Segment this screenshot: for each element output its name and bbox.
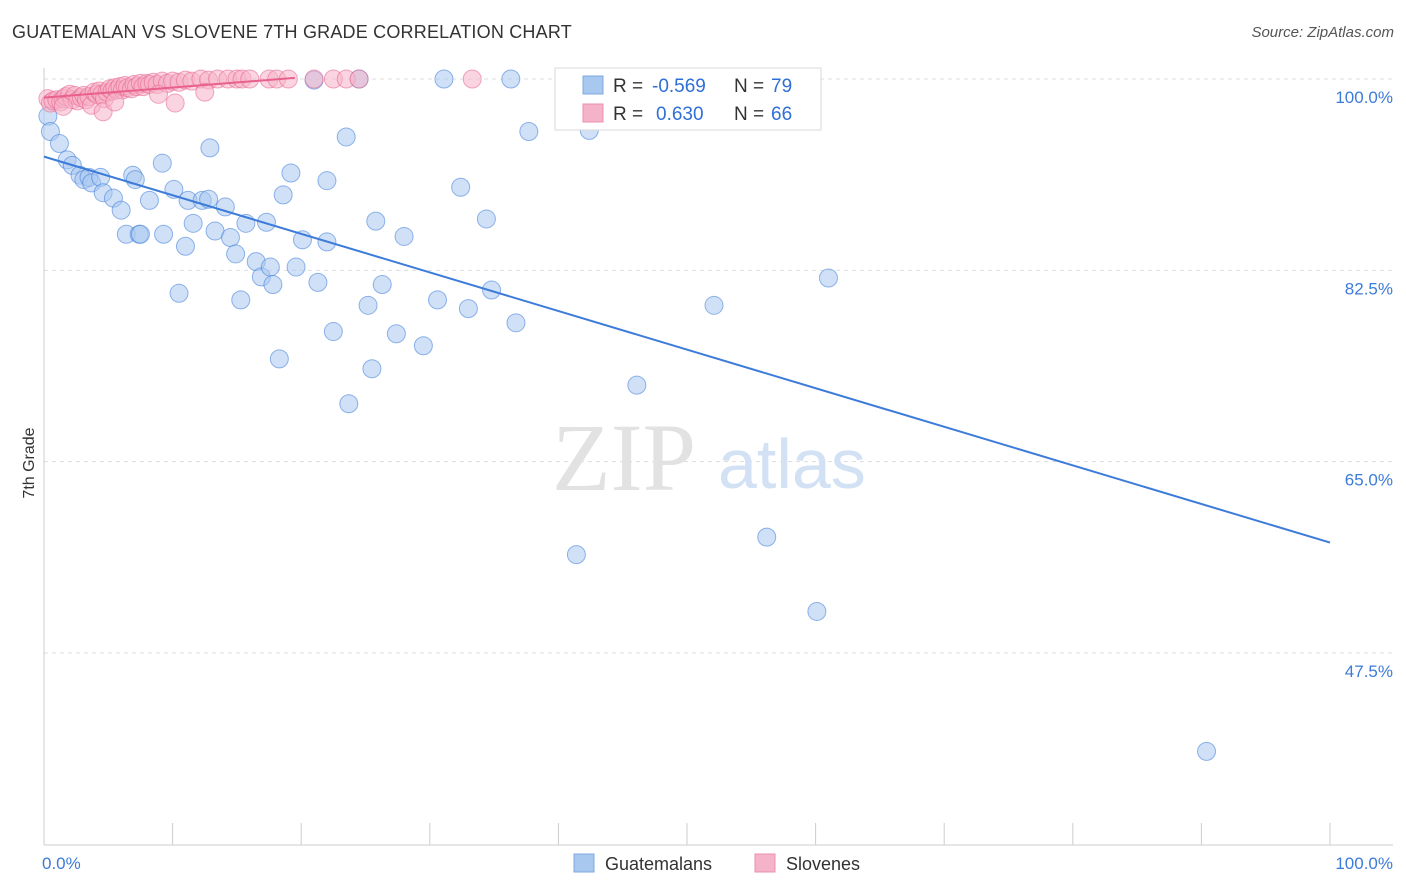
guatemalans-trend-line bbox=[43, 155, 1331, 544]
watermark: ZIP atlas bbox=[552, 404, 866, 511]
guatemalans-point-64 bbox=[476, 209, 496, 229]
guatemalans-point-40 bbox=[269, 349, 289, 369]
source-label: Source: ZipAtlas.com bbox=[1251, 24, 1394, 41]
guatemalans-point-62 bbox=[451, 177, 471, 197]
y-axis-title: 7th Grade bbox=[21, 427, 38, 498]
guatemalans-point-77 bbox=[818, 268, 838, 288]
slovenes-point-65 bbox=[195, 82, 215, 102]
legend-n-value-blue: 79 bbox=[771, 76, 792, 97]
slovenes-point-55 bbox=[304, 69, 324, 89]
y-tick-label-3: 100.0% bbox=[1335, 88, 1393, 107]
trend-lines bbox=[43, 76, 1331, 544]
guatemalans-point-23 bbox=[175, 236, 195, 256]
guatemalans-point-76 bbox=[807, 601, 827, 621]
guatemalans-point-69 bbox=[566, 545, 586, 565]
x-tick-max: 100.0% bbox=[1335, 854, 1393, 873]
y-tick-label-1: 65.0% bbox=[1345, 471, 1393, 490]
guatemalans-point-31 bbox=[220, 228, 240, 248]
guatemalans-point-25 bbox=[183, 213, 203, 233]
guatemalans-point-56 bbox=[372, 275, 392, 295]
series-legend-guatemalans: Guatemalans bbox=[605, 854, 712, 874]
watermark-zip: ZIP bbox=[552, 404, 696, 511]
slovenes-point-64 bbox=[165, 93, 185, 113]
guatemalans-point-63 bbox=[458, 299, 478, 319]
guatemalans-point-33 bbox=[231, 290, 251, 310]
series-legend-swatch-slovenes bbox=[754, 853, 776, 873]
guatemalans-point-18 bbox=[139, 190, 159, 210]
guatemalans-point-39 bbox=[263, 275, 283, 295]
series-legend-slovenes: Slovenes bbox=[786, 854, 860, 874]
guatemalans-point-59 bbox=[413, 336, 433, 356]
guatemalans-point-72 bbox=[704, 295, 724, 315]
guatemalans-point-20 bbox=[154, 224, 174, 244]
guatemalans-point-51 bbox=[339, 394, 359, 414]
legend-n-label-blue: N = bbox=[734, 76, 764, 97]
guatemalans-point-28 bbox=[200, 138, 220, 158]
legend-r-value-blue: -0.569 bbox=[652, 76, 706, 97]
series-legend: Guatemalans Slovenes bbox=[573, 853, 860, 874]
guatemalans-point-41 bbox=[273, 185, 293, 205]
legend-swatch-blue bbox=[582, 75, 604, 95]
guatemalans-point-32 bbox=[226, 244, 246, 264]
legend-r-label-pink: R = bbox=[613, 104, 643, 125]
data-points bbox=[38, 69, 1217, 761]
guatemalans-point-37 bbox=[256, 212, 276, 232]
gridlines bbox=[44, 78, 1393, 654]
guatemalans-point-42 bbox=[281, 163, 301, 183]
legend-n-label-pink: N = bbox=[734, 104, 764, 125]
guatemalans-point-57 bbox=[386, 324, 406, 344]
guatemalans-point-43 bbox=[286, 257, 306, 277]
guatemalans-point-73 bbox=[757, 527, 777, 547]
guatemalans-point-78 bbox=[1197, 741, 1217, 761]
guatemalans-point-67 bbox=[506, 313, 526, 333]
y-tick-label-2: 82.5% bbox=[1345, 279, 1393, 298]
guatemalans-point-22 bbox=[169, 283, 189, 303]
guatemalans-point-71 bbox=[627, 375, 647, 395]
guatemalans-point-58 bbox=[394, 226, 414, 246]
chart-title: GUATEMALAN VS SLOVENE 7TH GRADE CORRELAT… bbox=[12, 22, 572, 42]
slovenes-point-58 bbox=[349, 69, 369, 89]
guatemalans-point-2 bbox=[49, 134, 69, 154]
slovenes-trend-line bbox=[43, 76, 295, 99]
guatemalans-point-47 bbox=[317, 171, 337, 191]
guatemalans-point-19 bbox=[152, 153, 172, 173]
guatemalans-point-61 bbox=[434, 69, 454, 89]
y-tick-labels: 47.5% 65.0% 82.5% 100.0% bbox=[1335, 88, 1393, 681]
legend-n-value-pink: 66 bbox=[771, 104, 792, 125]
y-tick-label-0: 47.5% bbox=[1345, 662, 1393, 681]
guatemalans-point-46 bbox=[308, 272, 328, 292]
stats-legend: R = -0.569 N = 79 R = 0.630 N = 66 bbox=[554, 67, 822, 131]
guatemalans-point-50 bbox=[336, 127, 356, 147]
guatemalans-point-15 bbox=[125, 170, 145, 190]
guatemalans-point-66 bbox=[501, 69, 521, 89]
slovenes-point-60 bbox=[53, 96, 73, 116]
guatemalans-point-38 bbox=[260, 257, 280, 277]
axes bbox=[43, 68, 1393, 846]
guatemalans-point-12 bbox=[111, 200, 131, 220]
guatemalans-point-53 bbox=[358, 295, 378, 315]
guatemalans-point-68 bbox=[519, 121, 539, 141]
series-slovenes-points bbox=[38, 69, 482, 122]
guatemalans-point-60 bbox=[428, 290, 448, 310]
slovenes-point-62 bbox=[105, 92, 125, 112]
legend-r-label-blue: R = bbox=[613, 76, 643, 97]
guatemalans-point-54 bbox=[362, 359, 382, 379]
legend-r-value-pink: 0.630 bbox=[656, 104, 704, 125]
watermark-atlas: atlas bbox=[718, 425, 866, 503]
guatemalans-point-55 bbox=[366, 211, 386, 231]
slovenes-point-51 bbox=[240, 69, 260, 89]
guatemalans-point-49 bbox=[323, 322, 343, 342]
x-tick-min: 0.0% bbox=[42, 854, 81, 873]
legend-swatch-pink bbox=[582, 103, 604, 123]
series-legend-swatch-guatemalans bbox=[573, 853, 595, 873]
guatemalans-point-17 bbox=[130, 224, 150, 244]
slovenes-point-59 bbox=[462, 69, 482, 89]
